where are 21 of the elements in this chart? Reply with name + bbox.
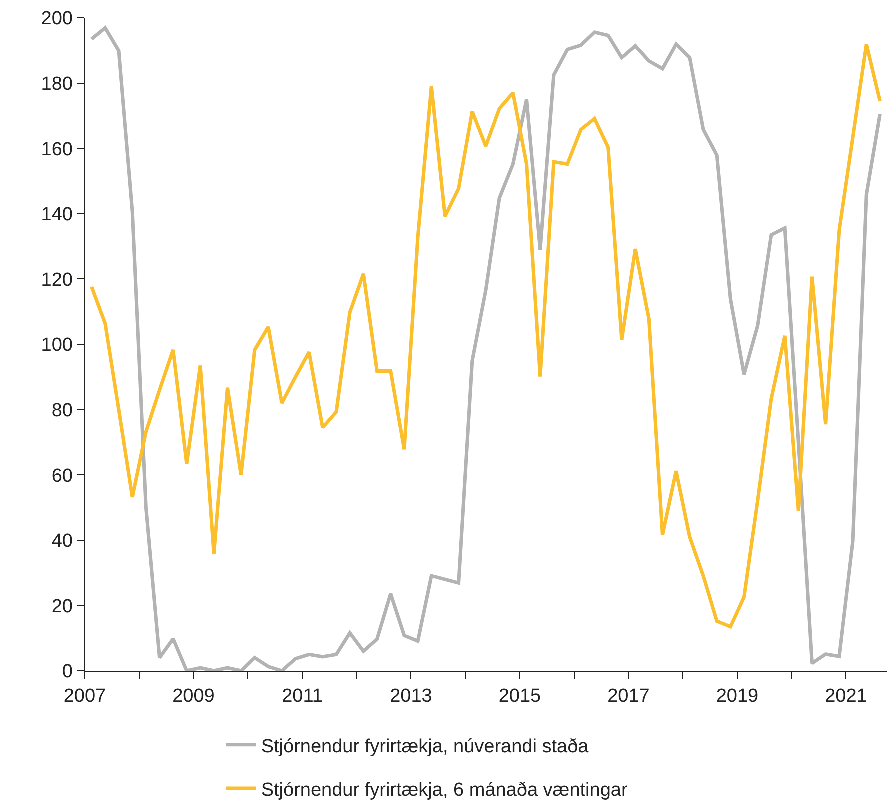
- y-tick-label: 0: [62, 662, 73, 683]
- x-tick-label: 2021: [825, 686, 868, 707]
- x-tick-label: 2013: [390, 686, 432, 707]
- y-tick-label: 140: [41, 204, 73, 226]
- y-tick-label: 120: [41, 270, 73, 291]
- y-tick-label: 20: [52, 596, 73, 618]
- legend-label: Stjórnendur fyrirtækja, 6 mánaða væntingar: [261, 780, 628, 801]
- x-tick-label: 2007: [64, 686, 106, 707]
- x-tick-label: 2017: [608, 686, 650, 707]
- y-tick-label: 80: [52, 400, 73, 422]
- y-tick-label: 200: [41, 8, 73, 30]
- y-tick-label: 160: [41, 139, 73, 160]
- legend-label: Stjórnendur fyrirtækja, núverandi staða: [261, 736, 590, 758]
- y-tick-label: 100: [41, 335, 73, 356]
- x-tick-label: 2011: [282, 686, 323, 707]
- y-tick-label: 180: [41, 74, 73, 95]
- x-tick-label: 2009: [172, 686, 215, 707]
- x-tick-label: 2015: [498, 686, 542, 707]
- y-tick-label: 40: [52, 531, 73, 552]
- x-tick-label: 2019: [716, 686, 759, 707]
- y-tick-label: 60: [52, 466, 73, 487]
